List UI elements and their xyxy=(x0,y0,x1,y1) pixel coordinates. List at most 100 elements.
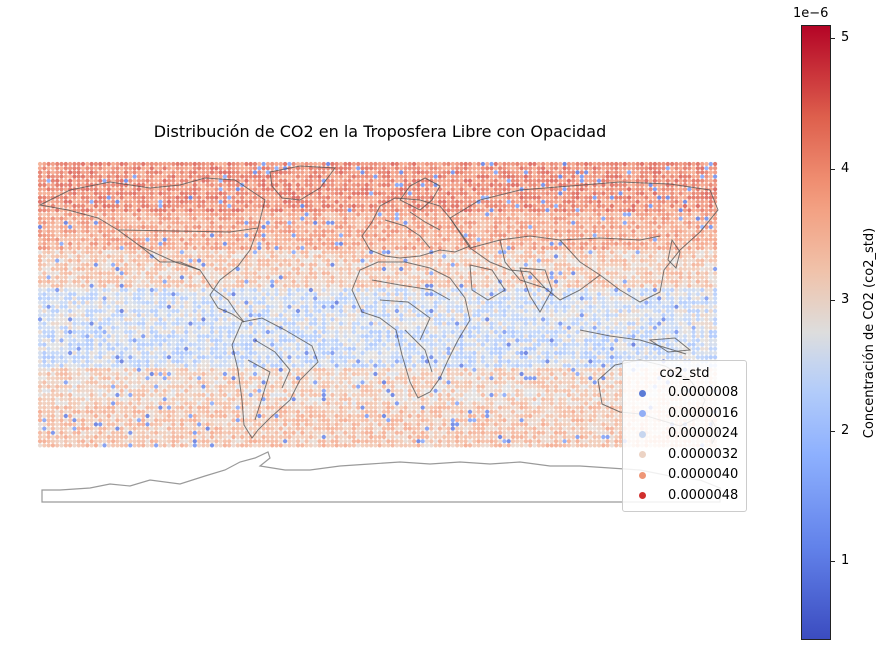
data-point xyxy=(618,212,623,217)
data-point xyxy=(566,216,572,221)
data-point xyxy=(412,279,417,284)
data-point xyxy=(532,174,537,179)
data-point xyxy=(50,245,56,251)
data-point xyxy=(149,258,154,263)
data-point xyxy=(579,174,584,179)
data-point xyxy=(72,275,77,280)
data-point xyxy=(386,271,391,276)
data-point xyxy=(63,241,68,246)
data-point xyxy=(459,191,464,196)
data-point xyxy=(467,287,473,293)
data-point xyxy=(68,266,73,272)
data-point xyxy=(708,212,713,217)
data-point xyxy=(295,241,301,246)
data-point xyxy=(265,258,270,263)
data-point xyxy=(188,287,193,293)
data-point xyxy=(584,254,589,259)
data-point xyxy=(360,174,365,179)
data-point xyxy=(347,287,352,293)
data-point xyxy=(338,233,344,238)
data-point xyxy=(506,170,511,175)
data-point xyxy=(644,262,649,267)
data-point xyxy=(141,287,146,293)
data-point xyxy=(171,161,176,167)
data-point xyxy=(648,245,653,251)
data-point xyxy=(171,216,176,221)
data-point xyxy=(708,199,713,204)
data-point xyxy=(485,250,490,255)
data-point xyxy=(209,245,215,251)
data-point xyxy=(695,161,701,167)
data-point xyxy=(300,241,305,246)
data-point xyxy=(519,283,524,288)
data-point xyxy=(184,195,189,200)
data-point xyxy=(63,170,68,175)
data-point xyxy=(553,254,559,259)
data-point xyxy=(205,161,210,167)
data-point xyxy=(111,187,116,192)
data-point xyxy=(579,250,584,255)
data-point xyxy=(46,266,51,272)
data-point xyxy=(665,199,670,204)
data-point xyxy=(390,292,395,297)
data-point xyxy=(562,254,567,259)
data-point xyxy=(373,254,378,259)
data-point xyxy=(467,233,473,238)
data-point xyxy=(123,191,129,196)
data-point xyxy=(605,220,610,225)
data-point xyxy=(158,187,163,192)
data-point xyxy=(682,229,688,234)
data-point xyxy=(553,262,559,267)
data-point xyxy=(291,262,296,267)
data-point xyxy=(614,208,619,213)
data-point xyxy=(661,254,666,259)
data-point xyxy=(222,237,227,242)
data-point xyxy=(188,195,193,200)
data-point xyxy=(248,275,253,280)
data-point xyxy=(175,199,180,204)
data-point xyxy=(691,258,696,263)
data-point xyxy=(136,271,141,276)
data-point xyxy=(648,203,653,209)
data-point xyxy=(463,187,468,192)
data-point xyxy=(347,220,352,225)
data-point xyxy=(313,283,318,288)
data-point xyxy=(80,237,86,242)
data-point xyxy=(80,216,86,221)
data-point xyxy=(55,292,60,297)
data-point xyxy=(588,203,593,209)
data-point xyxy=(175,262,180,267)
data-point xyxy=(437,195,442,200)
data-point xyxy=(80,266,86,272)
data-point xyxy=(347,216,352,221)
data-point xyxy=(274,279,279,284)
data-point xyxy=(485,174,490,179)
data-point xyxy=(141,170,146,175)
data-point xyxy=(218,216,223,221)
data-point xyxy=(171,170,176,175)
data-point xyxy=(704,161,709,167)
data-point xyxy=(145,195,150,200)
data-point xyxy=(287,187,292,192)
data-point xyxy=(592,174,597,179)
data-point xyxy=(351,166,356,171)
data-point xyxy=(240,161,245,167)
data-point xyxy=(429,212,434,217)
data-point xyxy=(338,229,344,234)
data-point xyxy=(713,237,718,242)
data-point xyxy=(489,216,494,221)
data-point xyxy=(76,271,81,276)
data-point xyxy=(609,220,615,225)
data-point xyxy=(489,250,494,255)
data-point xyxy=(704,283,709,288)
data-point xyxy=(128,187,133,192)
data-point xyxy=(420,250,425,255)
data-point xyxy=(472,166,477,171)
data-point xyxy=(459,178,464,183)
data-point xyxy=(566,191,572,196)
data-point xyxy=(201,220,206,225)
data-point xyxy=(652,275,658,280)
data-point xyxy=(347,191,352,196)
data-point xyxy=(235,237,240,242)
data-point xyxy=(149,271,154,276)
